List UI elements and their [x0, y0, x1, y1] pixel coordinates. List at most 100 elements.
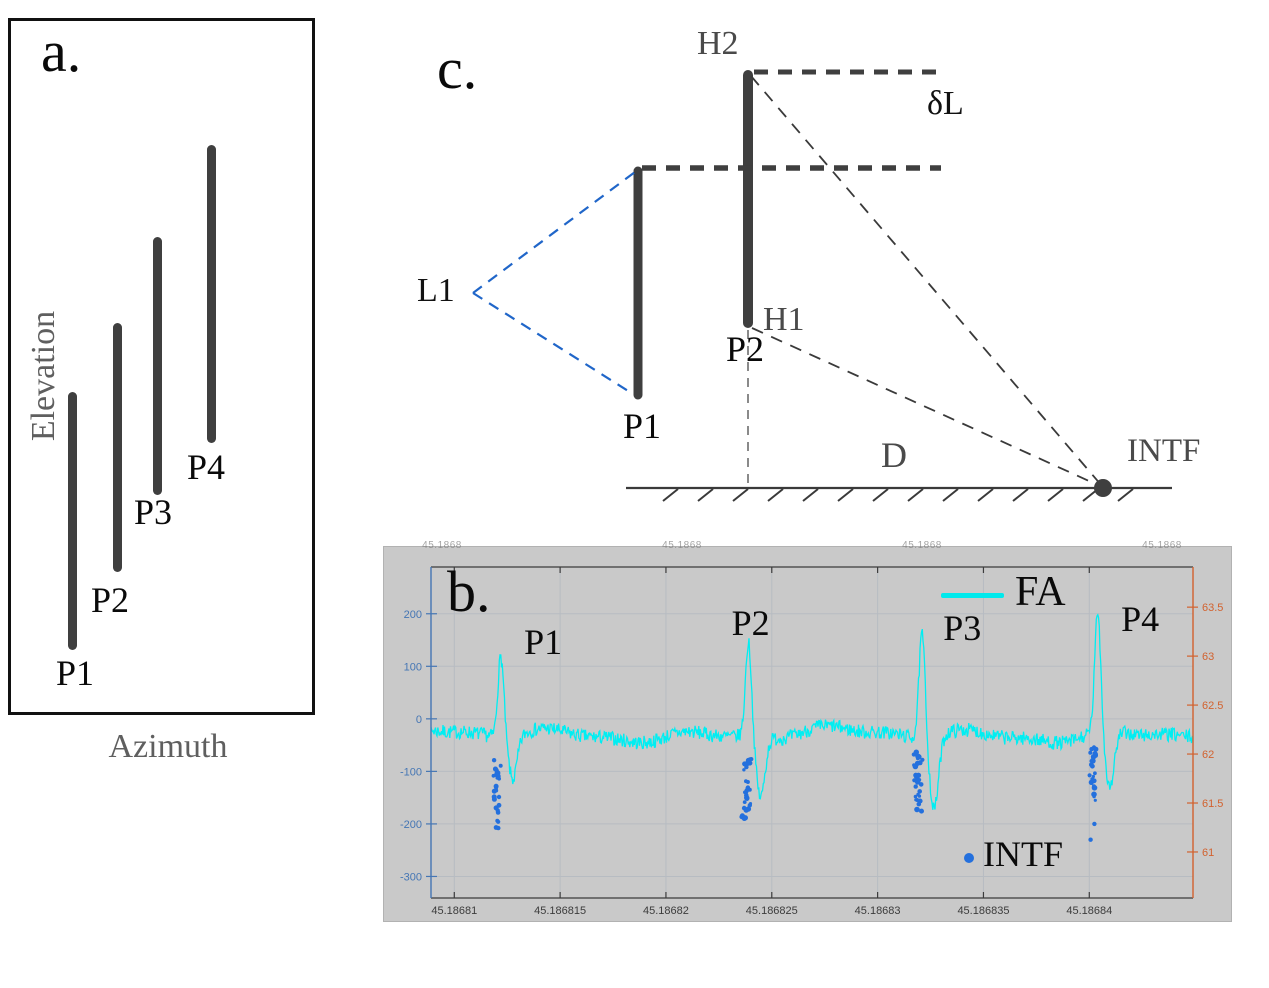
legend-intf-label: INTF — [983, 834, 1063, 874]
y-left-tick-label: 0 — [416, 714, 422, 726]
y-right-tick-label: 63.5 — [1202, 602, 1223, 614]
intf-scatter-point — [919, 808, 924, 814]
intf-scatter-point — [915, 756, 920, 761]
l1-lower-dashed-line — [472, 292, 634, 395]
intf-scatter-point — [743, 807, 749, 813]
intf-scatter-point — [913, 784, 918, 789]
legend-fa-label: FA — [1015, 569, 1066, 615]
y-right-tick-label: 62 — [1202, 749, 1214, 761]
intf-scatter-point — [914, 806, 920, 813]
intf-scatter-point — [494, 785, 499, 790]
sightline-h2-intf — [750, 75, 1103, 487]
panel-c-diagram — [472, 69, 1172, 502]
peak-label-p4: P4 — [1121, 599, 1160, 639]
intf-scatter-point — [917, 794, 922, 798]
bar-p4 — [207, 145, 216, 443]
y-left-tick-label: -100 — [400, 766, 422, 778]
intf-scatter-point — [745, 785, 751, 790]
intf-scatter-point — [1092, 794, 1096, 799]
intf-scatter-point — [913, 794, 918, 799]
intf-scatter-point — [742, 800, 747, 804]
intf-scatter-point — [914, 779, 921, 785]
panel-a-letter: a. — [41, 19, 82, 84]
y-left-tick-label: -300 — [400, 871, 422, 883]
fa-line-series — [430, 613, 1194, 810]
x-tick-label: 45.18683 — [855, 905, 901, 917]
x-tick-label: 45.186815 — [534, 905, 586, 917]
intf-scatter-point — [1090, 763, 1095, 769]
intf-scatter-point — [748, 757, 752, 761]
intf-scatter-point — [494, 772, 499, 778]
top-axis-faint-label: 45.1868 — [662, 540, 702, 551]
delta-l-label: δL — [927, 85, 964, 122]
intf-label: INTF — [1127, 433, 1201, 469]
intf-scatter-point — [913, 772, 919, 778]
x-tick-label: 45.18681 — [431, 905, 477, 917]
intf-scatter-point — [1093, 751, 1098, 757]
intf-scatter-point — [1091, 778, 1097, 784]
bar-p1 — [68, 392, 77, 650]
intf-scatter-point — [745, 780, 750, 784]
intf-scatter-point — [1088, 750, 1093, 755]
intf-scatter-point — [496, 819, 501, 824]
intf-scatter-point — [741, 815, 748, 821]
x-tick-label: 45.186835 — [957, 905, 1009, 917]
intf-scatter-point — [744, 795, 750, 801]
x-tick-label: 45.186825 — [746, 905, 798, 917]
peak-label-p1: P1 — [524, 621, 563, 662]
y-right-tick-label: 63 — [1202, 651, 1214, 663]
panel-a: a. Elevation P1 P2 P3 P4 — [8, 18, 315, 715]
intf-scatter-point — [743, 790, 747, 795]
elevation-axis-label: Elevation — [25, 310, 62, 442]
bar-label-p4: P4 — [187, 447, 226, 487]
y-right-tick-label: 61 — [1202, 847, 1214, 859]
intf-scatter-point — [496, 794, 502, 800]
intf-scatter-point — [744, 764, 749, 770]
x-tick-label: 45.18682 — [643, 905, 689, 917]
peak-label-p2: P2 — [731, 602, 770, 643]
intf-scatter-outlier — [1088, 837, 1093, 842]
intf-scatter-point — [1087, 773, 1092, 778]
top-axis-faint-label: 45.1868 — [422, 540, 462, 551]
intf-scatter-point — [912, 763, 916, 767]
y-left-tick-label: -200 — [400, 819, 422, 831]
y-right-tick-label: 61.5 — [1202, 798, 1223, 810]
intf-scatter-point — [498, 763, 503, 768]
intf-scatter-point — [497, 776, 501, 781]
intf-scatter-point — [920, 757, 925, 762]
l1-upper-dashed-line — [472, 171, 636, 294]
intf-scatter-point — [492, 766, 498, 772]
top-axis-faint-label: 45.1868 — [902, 540, 942, 551]
y-right-tick-label: 62.5 — [1202, 700, 1223, 712]
bar-p3 — [153, 237, 162, 495]
intf-scatter-point — [1091, 784, 1096, 789]
intf-scatter-point — [747, 760, 753, 766]
pole1-label: P1 — [623, 406, 662, 446]
intf-scatter-point — [913, 749, 919, 755]
l1-label: L1 — [417, 272, 455, 309]
y-left-tick-label: 200 — [404, 609, 422, 621]
bar-label-p2: P2 — [91, 580, 130, 620]
intf-scatter-point — [496, 802, 502, 808]
azimuth-axis-label: Azimuth — [108, 728, 228, 765]
panel-b-letter: b. — [447, 559, 491, 624]
x-tick-label: 45.18684 — [1066, 905, 1112, 917]
h2-label: H2 — [697, 25, 739, 62]
h1-label: H1 — [763, 301, 805, 338]
intf-scatter-point — [748, 802, 753, 806]
legend-fa-line-swatch — [941, 593, 1004, 598]
intf-scatter-point — [491, 758, 497, 763]
bar-p2 — [113, 323, 122, 572]
y-left-tick-label: 100 — [404, 661, 422, 673]
intf-scatter-point — [1091, 745, 1097, 750]
intf-scatter-point — [491, 796, 497, 802]
ground-hatching — [662, 488, 1134, 502]
intf-scatter-point — [742, 768, 746, 772]
pole2-label: P2 — [726, 329, 765, 369]
panel-b-chart: 45.18681 45.186815 45.18682 45.186825 45.186… — [383, 540, 1232, 922]
distance-label: D — [881, 435, 907, 475]
legend-intf-dot-swatch — [964, 853, 974, 863]
bar-label-p1: P1 — [56, 653, 95, 693]
sightline-h1-intf — [751, 327, 1101, 487]
